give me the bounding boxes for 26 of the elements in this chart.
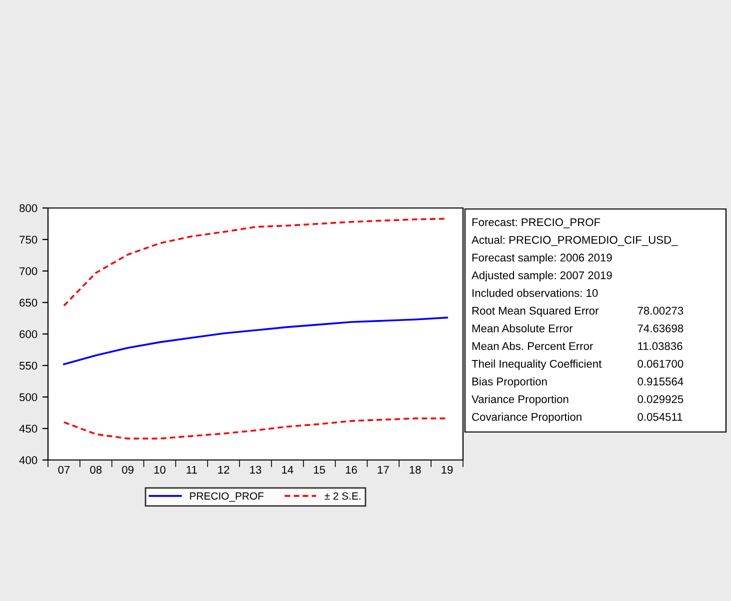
x-tick-label: 16 (346, 466, 357, 474)
line-series (63, 316, 448, 366)
line-series (63, 418, 448, 440)
x-tick-label: 13 (250, 466, 262, 474)
legend-label: ± 2 S.E. (324, 492, 360, 500)
x-tick-label: 08 (90, 466, 102, 474)
x-tick-label: 15 (314, 466, 326, 474)
x-tick-label: 07 (58, 466, 70, 474)
y-tick-label: 650 (20, 298, 38, 307)
x-tick-label: 09 (122, 466, 134, 474)
x-tick-label: 17 (378, 466, 389, 474)
x-tick-label: 14 (282, 466, 294, 474)
y-tick-label: 700 (20, 267, 38, 276)
x-tick-label: 11 (186, 466, 197, 474)
y-tick-label: 600 (20, 330, 38, 338)
y-tick-label: 450 (19, 424, 38, 433)
y-tick-label: 400 (19, 456, 38, 464)
x-tick-label: 18 (410, 466, 421, 474)
y-tick-label: 750 (20, 236, 38, 244)
legend-label: PRECIO_PROF (190, 492, 264, 502)
x-tick-label: 12 (218, 466, 230, 474)
y-tick-label: 550 (19, 362, 38, 370)
y-tick-label: 800 (20, 204, 38, 212)
x-tick-label: 10 (154, 466, 166, 474)
x-tick-label: 19 (442, 466, 453, 474)
y-tick-label: 500 (19, 393, 38, 402)
